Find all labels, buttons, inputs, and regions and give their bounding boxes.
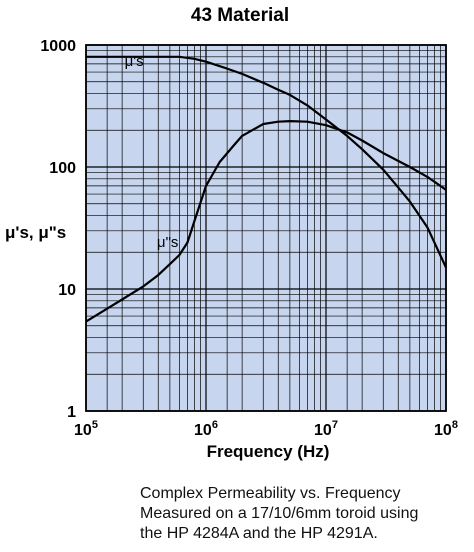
caption-line: Complex Permeability vs. Frequency bbox=[140, 485, 401, 502]
chart-title: 43 Material bbox=[191, 5, 289, 26]
y-axis-label: μ's, μ"s bbox=[5, 223, 66, 242]
caption-line: the HP 4284A and the HP 4291A. bbox=[140, 525, 378, 542]
x-tick-labels: 105 106 107 108 bbox=[74, 419, 458, 439]
x-tick-label: 105 bbox=[74, 419, 98, 439]
plot-area bbox=[86, 45, 446, 411]
y-tick-labels: 1 10 100 1000 bbox=[40, 38, 76, 421]
series-line bbox=[86, 55, 447, 268]
y-tick-label: 1 bbox=[67, 404, 76, 421]
x-tick-label: 108 bbox=[434, 419, 458, 439]
y-tick-label: 1000 bbox=[40, 38, 76, 55]
x-tick-label: 106 bbox=[194, 419, 218, 439]
y-tick-label: 100 bbox=[49, 160, 76, 177]
caption-line: Measured on a 17/10/6mm toroid using bbox=[140, 505, 419, 522]
series-label: μ's bbox=[125, 53, 144, 70]
series-lines bbox=[85, 55, 447, 323]
x-tick-label: 107 bbox=[314, 419, 338, 439]
y-tick-label: 10 bbox=[58, 282, 76, 299]
x-axis-label: Frequency (Hz) bbox=[207, 442, 330, 461]
series-labels: μ's μ"s bbox=[125, 53, 179, 251]
series-line bbox=[85, 120, 447, 323]
series-label: μ"s bbox=[157, 234, 178, 251]
plot-border bbox=[85, 44, 447, 412]
chart-caption: Complex Permeability vs. Frequency Measu… bbox=[140, 484, 470, 544]
